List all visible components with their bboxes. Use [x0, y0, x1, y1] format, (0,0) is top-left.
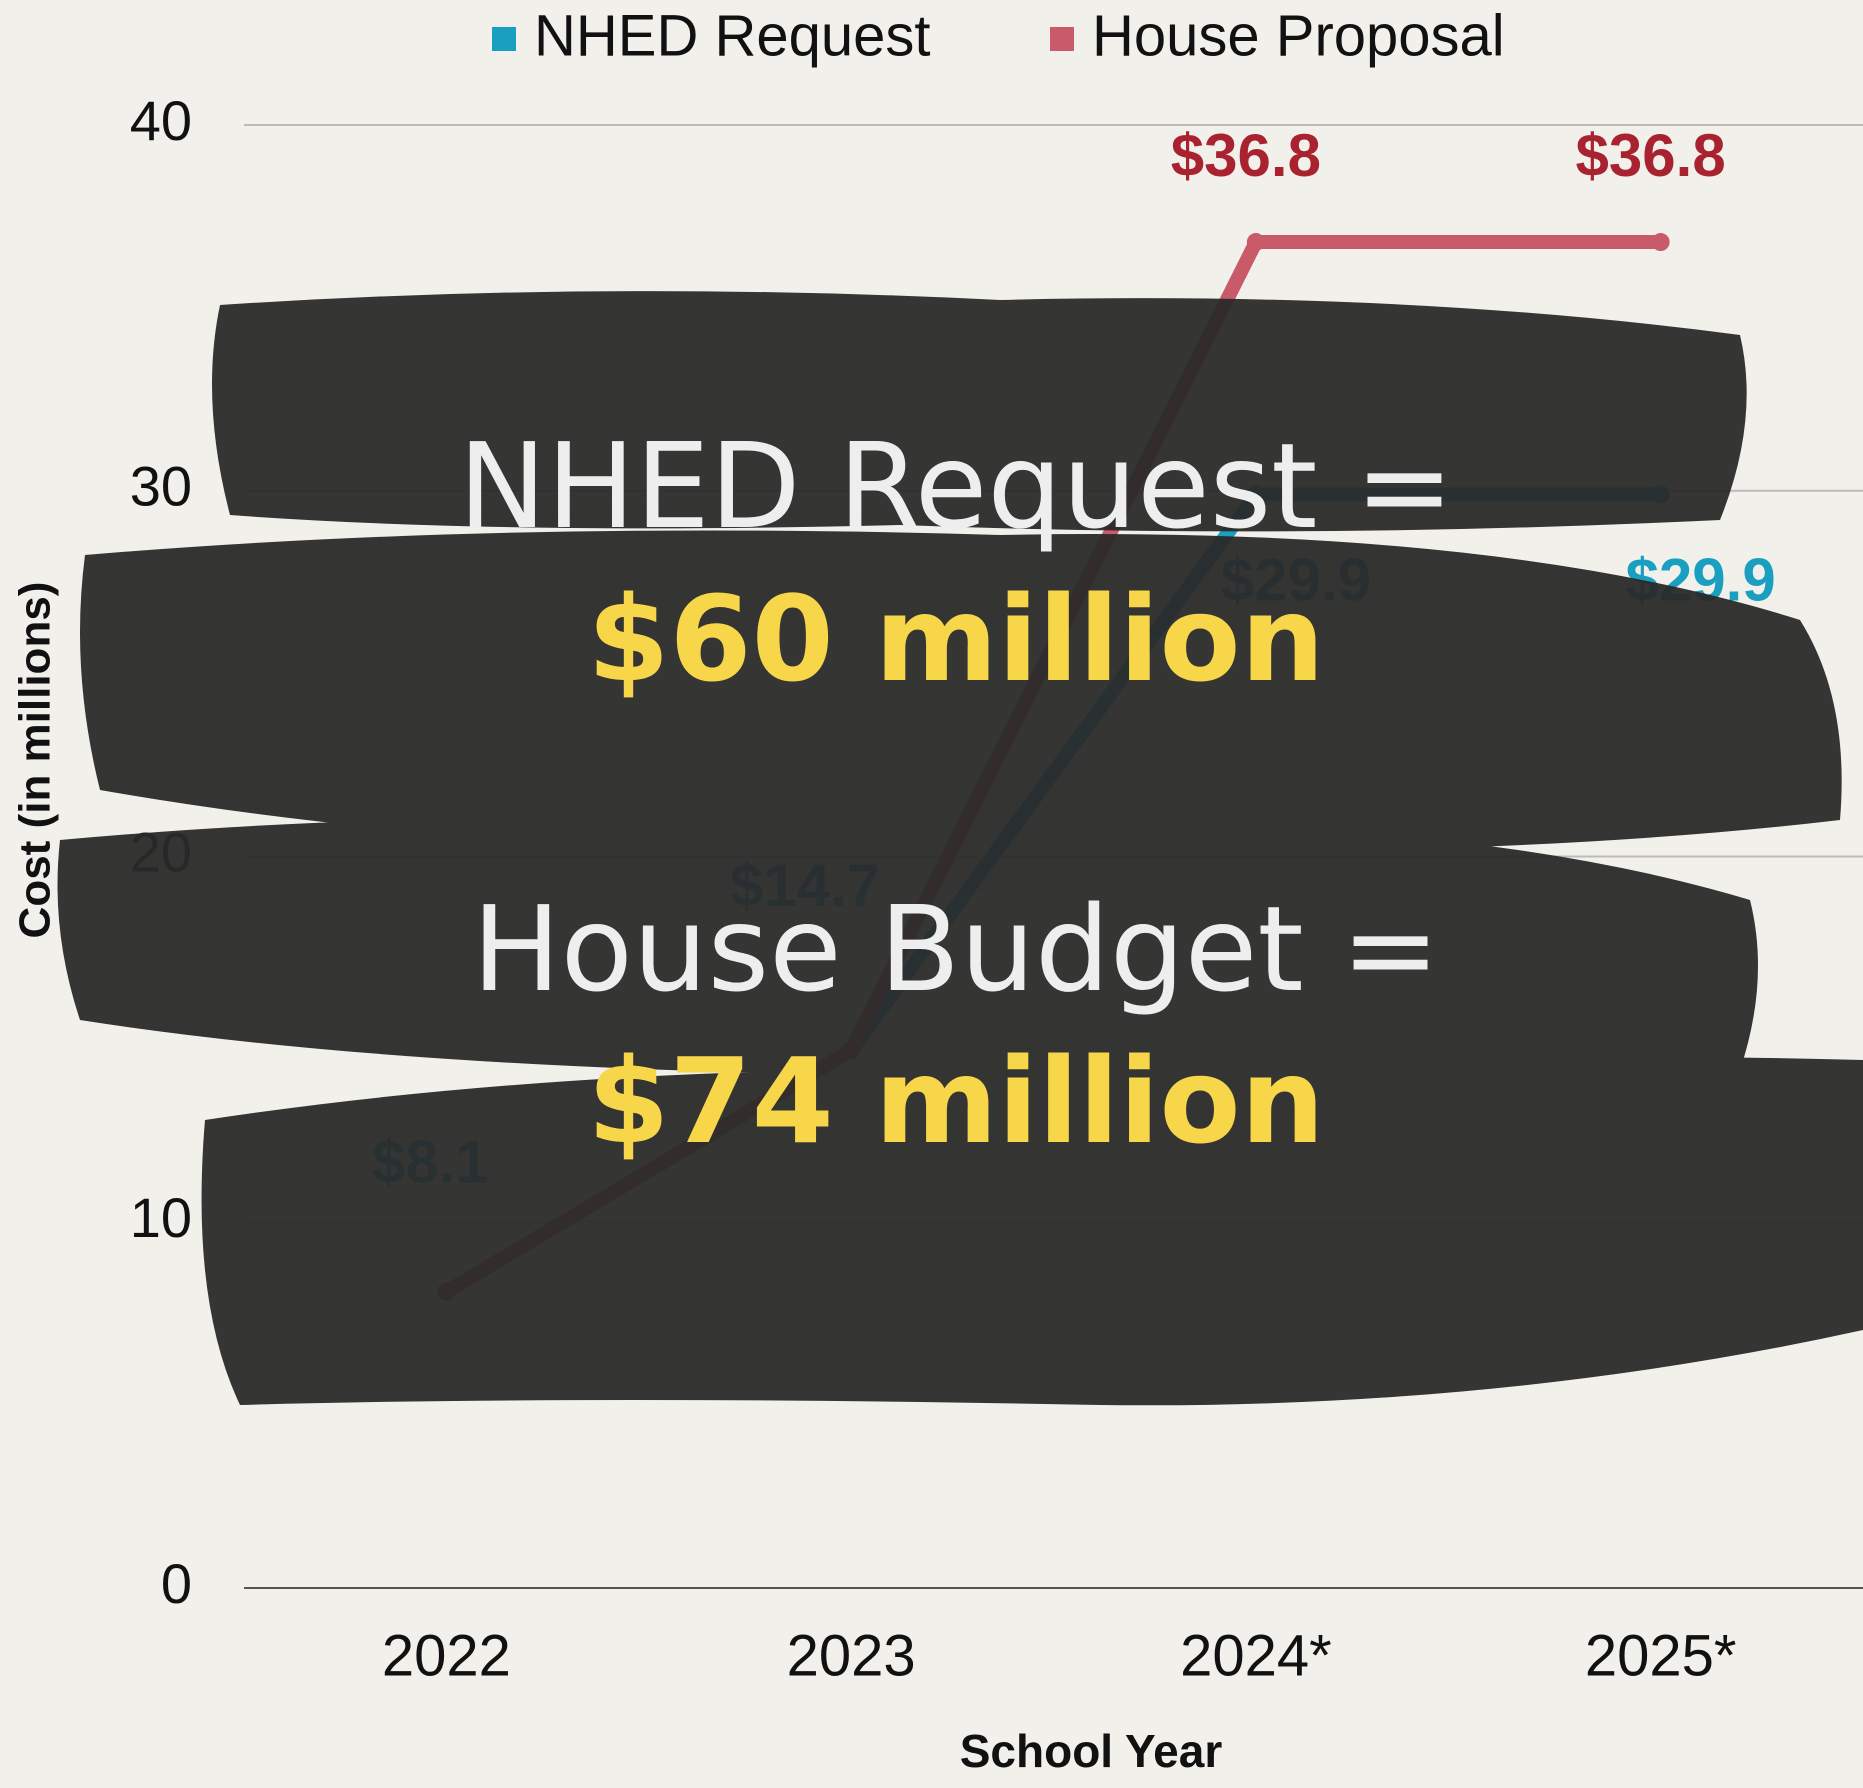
legend-label: NHED Request [534, 3, 930, 68]
x-tick-label: 2024* [1180, 1623, 1332, 1688]
y-tick-label: 30 [130, 455, 192, 518]
x-tick-label: 2023 [787, 1623, 916, 1688]
x-tick-label: 2022 [382, 1623, 511, 1688]
y-tick-label: 10 [130, 1186, 192, 1249]
value-label: $36.8 [1576, 122, 1726, 189]
legend-label: House Proposal [1092, 3, 1505, 68]
y-tick-label: 40 [130, 89, 192, 152]
overlay-line: NHED Request = [458, 417, 1454, 555]
data-point [1247, 233, 1265, 251]
overlay-amount: $60 million [587, 570, 1324, 708]
y-axis-title: Cost (in millions) [11, 582, 60, 939]
value-label: $36.8 [1171, 122, 1321, 189]
x-axis-title: School Year [960, 1725, 1223, 1777]
y-tick-label: 0 [161, 1552, 192, 1615]
x-tick-label: 2025* [1585, 1623, 1737, 1688]
data-point [1652, 233, 1670, 251]
legend-swatch [492, 27, 516, 51]
overlay-line: House Budget = [472, 880, 1440, 1018]
legend-swatch [1050, 27, 1074, 51]
overlay-amount: $74 million [587, 1032, 1324, 1170]
